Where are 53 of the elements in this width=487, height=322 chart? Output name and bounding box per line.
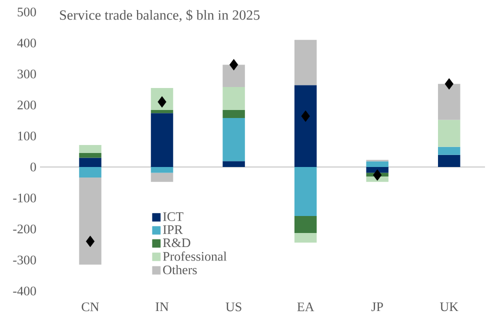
bar [438,154,460,167]
legend-label: IPR [163,225,183,234]
legend-label: ICT [163,212,184,222]
y-tick-label: -200 [13,224,36,234]
bar [150,167,174,173]
bar [222,87,245,110]
bar [222,110,245,118]
y-tick-label: -100 [13,194,36,202]
legend-label: R&D [162,238,190,248]
y-tick-label: 400 [17,38,36,48]
x-tick-label: IN [156,302,169,312]
y-tick-label: 0 [30,162,36,172]
x-tick-label: JP [371,302,383,312]
bar [79,153,102,158]
bar [294,233,317,243]
bar [294,167,317,216]
x-tick-label: US [226,302,242,312]
bar [438,146,460,155]
y-tick-label: 100 [18,132,36,140]
y-tick-label: -400 [13,286,36,296]
bar [79,167,102,178]
bar [222,161,245,167]
point [86,236,95,248]
y-tick-label: 300 [18,70,36,78]
bar [150,113,174,167]
bar [79,178,102,265]
bar [438,120,460,147]
chart-title: Service trade balance, $ bln in 2025 [60,10,260,22]
x-tick-label: EA [297,302,314,312]
bar [150,172,174,182]
point [373,169,382,181]
legend-label: Professional [162,252,227,261]
x-tick-label: UK [440,302,458,312]
point [301,110,310,122]
y-tick-label: 200 [18,100,36,110]
bar [438,84,460,120]
bar [79,158,102,167]
bar [150,110,174,114]
bar [79,144,102,154]
legend-label: Others [163,265,197,274]
bar [366,167,388,173]
y-tick-label: 500 [18,8,36,16]
bar [294,216,317,234]
bar [222,118,245,162]
point [229,59,238,70]
y-tick-label: -300 [13,256,36,264]
bar [222,64,245,88]
bar [294,40,317,86]
x-tick-label: CN [82,302,99,312]
point [444,78,454,90]
point [158,96,166,108]
bar [366,161,388,167]
bar [294,85,317,167]
